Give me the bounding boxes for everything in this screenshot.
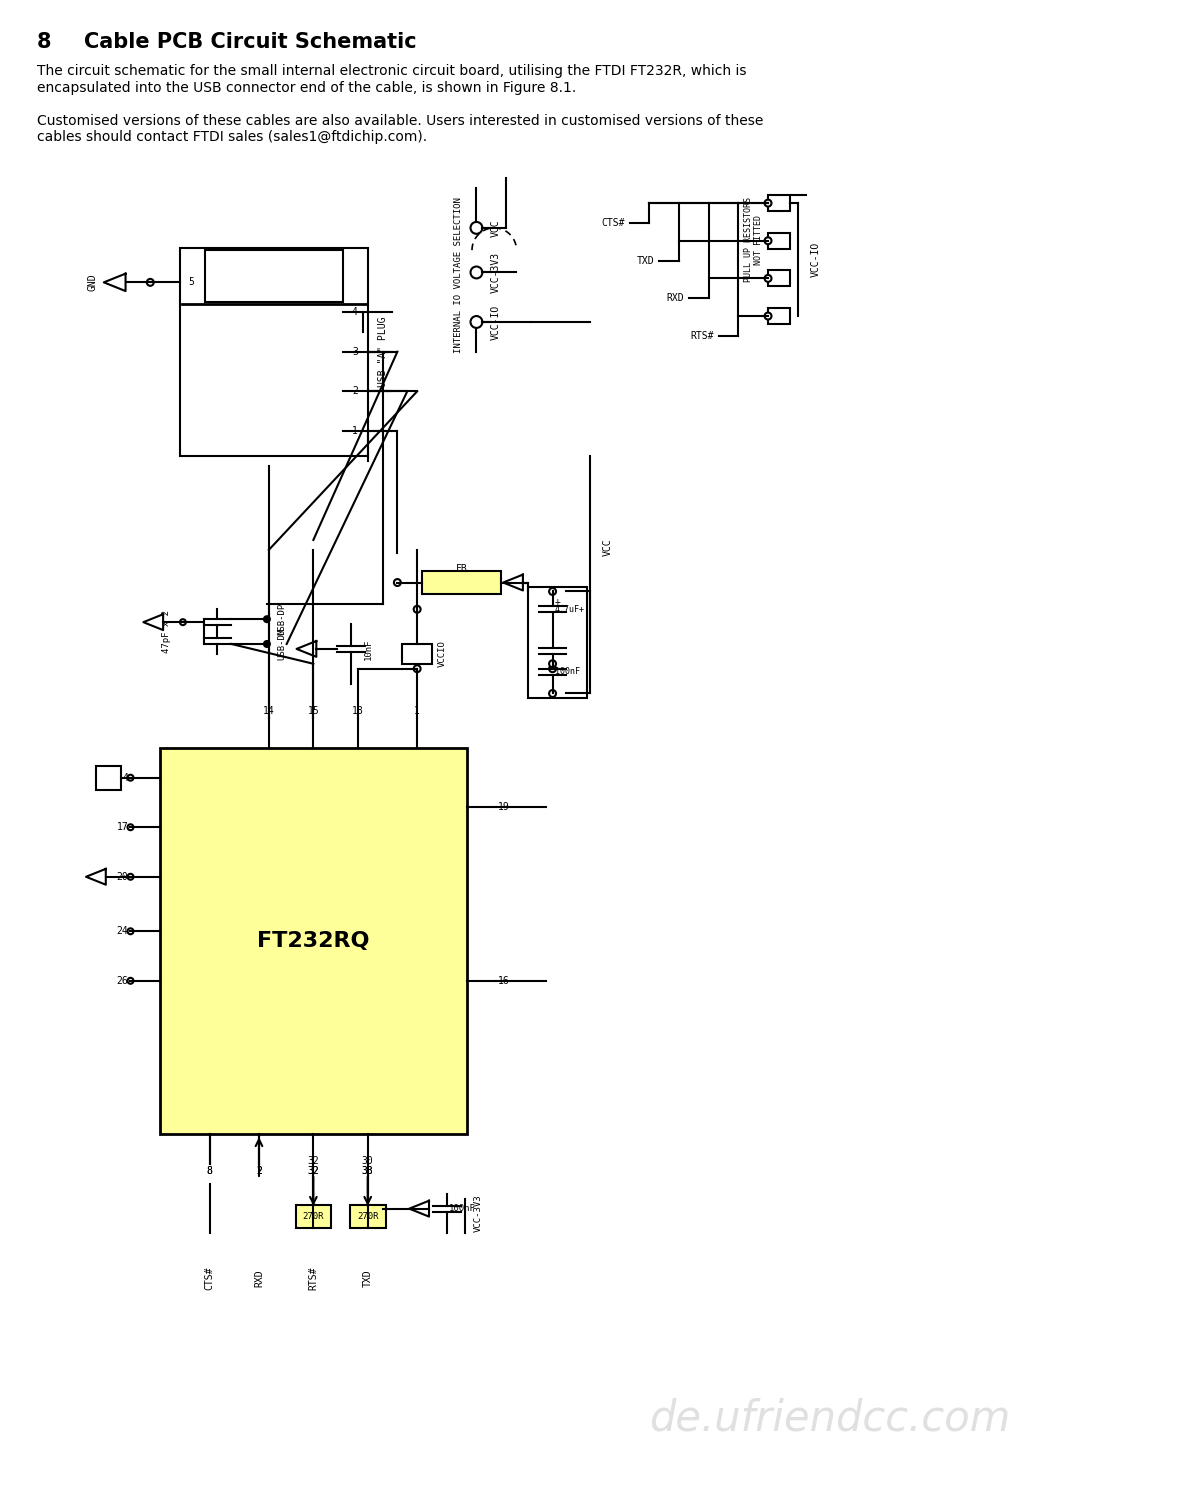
Bar <box>768 196 790 211</box>
Circle shape <box>550 660 556 667</box>
Bar <box>350 1205 385 1229</box>
Text: FB: FB <box>456 564 468 573</box>
Text: VCC-3V3: VCC-3V3 <box>491 252 502 293</box>
Circle shape <box>764 275 772 282</box>
Text: 17: 17 <box>116 823 128 832</box>
Text: 8: 8 <box>206 1166 212 1176</box>
Text: VCC-IO: VCC-IO <box>810 242 821 278</box>
Text: 5: 5 <box>188 278 193 287</box>
Circle shape <box>146 279 154 285</box>
Bar <box>160 748 467 1135</box>
Text: de.ufriendcc.com: de.ufriendcc.com <box>649 1397 1010 1439</box>
Bar <box>180 248 367 455</box>
Circle shape <box>127 978 133 984</box>
Text: 16: 16 <box>498 976 510 985</box>
Text: 26: 26 <box>116 976 128 985</box>
Text: CTS#: CTS# <box>601 218 625 228</box>
Text: 32: 32 <box>307 1156 319 1166</box>
Text: 1: 1 <box>352 426 358 436</box>
Bar <box>422 570 502 594</box>
Circle shape <box>550 690 556 697</box>
Text: 4: 4 <box>122 773 128 782</box>
Text: 8: 8 <box>36 31 52 52</box>
Text: USB "A" PLUG: USB "A" PLUG <box>378 317 388 387</box>
Text: 32: 32 <box>307 1166 319 1176</box>
Text: 2: 2 <box>352 387 358 396</box>
Circle shape <box>470 267 482 278</box>
Text: 3: 3 <box>352 346 358 357</box>
Text: 47pF x 2: 47pF x 2 <box>162 611 170 652</box>
Text: 8: 8 <box>206 1166 212 1176</box>
Text: +: + <box>554 597 560 608</box>
Text: 30: 30 <box>362 1156 373 1166</box>
Circle shape <box>470 222 482 234</box>
Text: GND: GND <box>88 273 98 291</box>
Text: VCC: VCC <box>602 539 613 557</box>
Text: 24: 24 <box>116 926 128 936</box>
Bar <box>768 270 790 287</box>
Bar <box>96 766 121 790</box>
Circle shape <box>180 620 186 626</box>
Text: The circuit schematic for the small internal electronic circuit board, utilising: The circuit schematic for the small inte… <box>36 64 746 94</box>
Text: USB-DM: USB-DM <box>277 629 287 660</box>
Circle shape <box>550 666 556 672</box>
Text: RXD: RXD <box>666 293 684 303</box>
Circle shape <box>764 200 772 206</box>
Text: TXD: TXD <box>362 1269 373 1287</box>
Circle shape <box>414 666 421 672</box>
Circle shape <box>470 317 482 328</box>
Text: 18: 18 <box>352 706 364 717</box>
Text: Cable PCB Circuit Schematic: Cable PCB Circuit Schematic <box>84 31 416 52</box>
Text: VCCIO: VCCIO <box>437 640 446 667</box>
Text: INTERNAL IO VOLTAGE SELECTION: INTERNAL IO VOLTAGE SELECTION <box>454 197 463 352</box>
Text: 14: 14 <box>263 706 275 717</box>
Text: Customised versions of these cables are also available. Users interested in cust: Customised versions of these cables are … <box>36 113 763 145</box>
Text: 10nF: 10nF <box>365 638 373 660</box>
Text: 270R: 270R <box>356 1212 378 1221</box>
Circle shape <box>764 312 772 320</box>
Circle shape <box>264 640 270 646</box>
Circle shape <box>764 237 772 245</box>
Bar <box>295 1205 331 1229</box>
Circle shape <box>394 579 401 587</box>
Circle shape <box>550 588 556 594</box>
Text: CTS#: CTS# <box>204 1266 215 1290</box>
Text: RTS#: RTS# <box>690 331 714 340</box>
Text: VCC-IO: VCC-IO <box>491 305 502 339</box>
Text: VCC-3V3: VCC-3V3 <box>474 1194 482 1232</box>
Text: 32: 32 <box>307 1166 319 1176</box>
Text: 100nF: 100nF <box>554 667 580 676</box>
Text: 19: 19 <box>498 802 510 812</box>
Bar <box>205 249 343 302</box>
Text: 33: 33 <box>362 1166 373 1176</box>
Text: 33: 33 <box>362 1166 373 1176</box>
Circle shape <box>414 606 421 612</box>
Text: 2: 2 <box>256 1166 262 1176</box>
Text: RXD: RXD <box>254 1269 264 1287</box>
Text: 4.7uF+: 4.7uF+ <box>554 605 584 614</box>
Text: TXD: TXD <box>637 255 654 266</box>
Circle shape <box>264 617 270 623</box>
Text: PULL UP RESISTORS
NOT FITTED: PULL UP RESISTORS NOT FITTED <box>744 197 763 282</box>
Circle shape <box>127 824 133 830</box>
Text: 100nF: 100nF <box>449 1205 475 1214</box>
Text: FT232RQ: FT232RQ <box>257 932 370 951</box>
Text: 2: 2 <box>256 1166 262 1176</box>
Circle shape <box>127 929 133 935</box>
Text: 4: 4 <box>352 308 358 317</box>
Text: USB-DP: USB-DP <box>277 603 287 636</box>
Circle shape <box>127 775 133 781</box>
Bar <box>528 587 587 699</box>
Circle shape <box>127 873 133 879</box>
Bar <box>768 308 790 324</box>
Text: RTS#: RTS# <box>308 1266 318 1290</box>
Text: 15: 15 <box>307 706 319 717</box>
Text: 1: 1 <box>414 706 420 717</box>
Bar <box>402 643 432 664</box>
Text: 20: 20 <box>116 872 128 882</box>
Text: VCC: VCC <box>491 219 502 237</box>
Bar <box>768 233 790 249</box>
Text: 270R: 270R <box>302 1212 324 1221</box>
